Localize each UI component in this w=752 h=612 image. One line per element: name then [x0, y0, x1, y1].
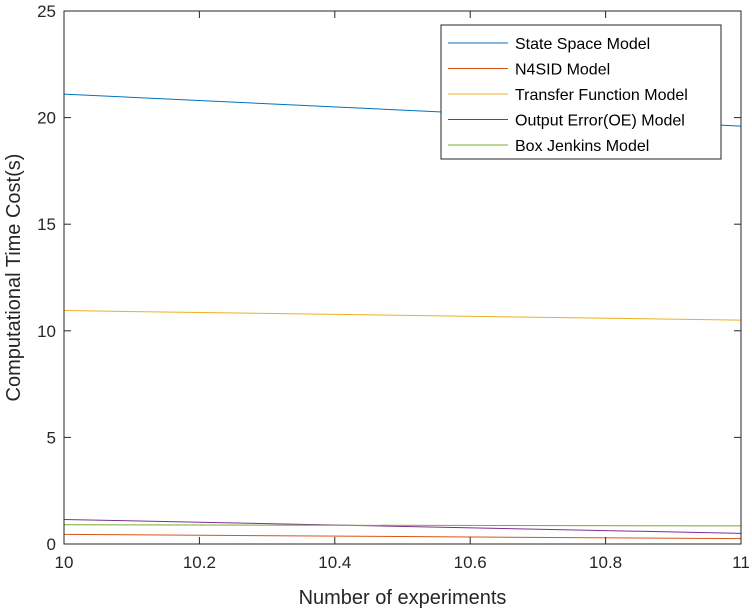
series-layer: [63, 93, 742, 540]
x-tick-label: 10.2: [183, 553, 216, 572]
series-line-4: [63, 518, 742, 534]
series-line-5: [63, 524, 742, 527]
x-tick-label: 10.6: [454, 553, 487, 572]
series-line-3: [63, 310, 742, 321]
x-tick-label: 10.8: [589, 553, 622, 572]
legend-label: Box Jenkins Model: [515, 138, 649, 155]
y-tick-label: 0: [47, 535, 56, 554]
legend-label: State Space Model: [515, 36, 650, 53]
legend-label: Transfer Function Model: [515, 87, 688, 104]
y-axis-title: Computational Time Cost(s): [3, 154, 25, 402]
x-axis-title: Number of experiments: [299, 587, 507, 609]
x-tick-label: 11: [732, 553, 750, 572]
x-tick-label: 10.4: [318, 553, 351, 572]
y-tick-label: 15: [37, 215, 56, 234]
y-tick-label: 10: [37, 322, 56, 341]
series-line-2: [63, 533, 742, 540]
y-tick-label: 5: [47, 428, 56, 447]
y-axis: 0 5 10 15 20 25: [37, 2, 741, 554]
y-tick-label: 25: [37, 2, 56, 21]
plot-border: [63, 10, 742, 545]
x-axis: 10 10.2 10.4 10.6 10.8 11: [55, 11, 750, 572]
y-tick-label: 20: [37, 109, 56, 128]
legend: State Space Model N4SID Model Transfer Fun…: [440, 24, 722, 160]
legend-label: Output Error(OE) Model: [515, 113, 685, 130]
legend-label: N4SID Model: [515, 62, 610, 79]
x-tick-label: 10: [55, 553, 74, 572]
legend-box: [440, 24, 722, 160]
